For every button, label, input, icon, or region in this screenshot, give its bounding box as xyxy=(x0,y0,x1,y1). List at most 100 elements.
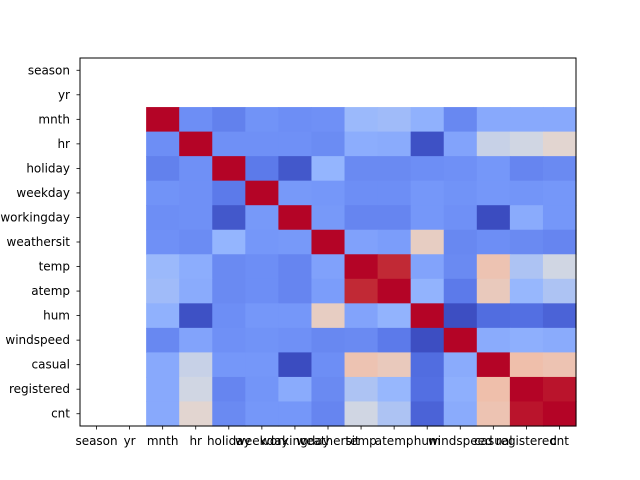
heatmap-cell-cnt-cnt xyxy=(542,401,577,427)
heatmap-cell-hum-registered xyxy=(509,303,544,329)
heatmap-cell-hum-hum xyxy=(410,303,445,329)
heatmap-cell-mnth-cnt xyxy=(542,107,577,133)
heatmap-cell-weekday-cnt xyxy=(542,180,577,206)
heatmap-cell-holiday-mnth xyxy=(146,156,180,182)
heatmap-cell-weekday-mnth xyxy=(146,180,180,206)
heatmap-cell-hr-casual xyxy=(476,131,511,157)
heatmap-cell-weekday-weathersit xyxy=(311,180,346,206)
heatmap-cell-cnt-temp xyxy=(344,401,379,427)
heatmap-cell-casual-cnt xyxy=(542,352,577,378)
heatmap-cell-cnt-atemp xyxy=(377,401,412,427)
heatmap-cell-casual-registered xyxy=(509,352,544,378)
heatmap-cell-atemp-weekday xyxy=(245,278,279,304)
heatmap-cell-cnt-registered xyxy=(509,401,544,427)
y-tick-label: hr xyxy=(57,137,70,151)
heatmap-cell-atemp-hr xyxy=(179,278,213,304)
heatmap-cell-weathersit-temp xyxy=(344,229,379,255)
heatmap-cell-workingday-workingday xyxy=(278,205,313,231)
heatmap-cell-registered-weekday xyxy=(245,376,279,403)
heatmap-cell-casual-temp xyxy=(344,352,379,378)
y-tick-label: temp xyxy=(39,260,70,274)
heatmap-cell-holiday-windspeed xyxy=(443,156,478,182)
x-tick-label: holiday xyxy=(207,434,251,448)
heatmap-cell-temp-weekday xyxy=(245,254,279,280)
heatmap-cell-weathersit-weekday xyxy=(245,229,279,255)
heatmap-cell-hum-holiday xyxy=(212,303,246,329)
heatmap-cell-temp-cnt xyxy=(542,254,577,280)
heatmap-cell-weekday-temp xyxy=(344,180,379,206)
heatmap-cell-workingday-cnt xyxy=(542,205,577,231)
heatmap-cell-registered-atemp xyxy=(377,376,412,403)
heatmap-cell-weekday-workingday xyxy=(278,180,313,206)
heatmap-cell-windspeed-holiday xyxy=(212,327,246,353)
heatmap-cell-atemp-casual xyxy=(476,278,511,304)
y-tick-label: atemp xyxy=(31,284,70,298)
x-tick-label: cnt xyxy=(550,434,569,448)
heatmap-cell-weathersit-windspeed xyxy=(443,229,478,255)
y-axis: season yr mnth hr holiday weekday workingday we… xyxy=(0,63,80,421)
y-tick-label: cnt xyxy=(51,407,70,421)
y-tick-label: hum xyxy=(43,309,70,323)
x-tick-label: weathersit xyxy=(296,434,360,448)
heatmap-cell-windspeed-atemp xyxy=(377,327,412,353)
heatmap-cell-workingday-weathersit xyxy=(311,205,346,231)
heatmap-cell-hum-temp xyxy=(344,303,379,329)
heatmap-cell-mnth-windspeed xyxy=(443,107,478,133)
heatmap-cell-holiday-registered xyxy=(509,156,544,182)
heatmap-cell-registered-weathersit xyxy=(311,376,346,403)
x-tick-label: temp xyxy=(345,434,376,448)
x-tick-label: registered xyxy=(496,434,557,448)
heatmap-cell-atemp-hum xyxy=(410,278,445,304)
heatmap-cell-mnth-mnth xyxy=(146,107,180,133)
heatmap-cell-temp-casual xyxy=(476,254,511,280)
heatmap-cell-hr-atemp xyxy=(377,131,412,157)
heatmap-cell-hr-registered xyxy=(509,131,544,157)
heatmap-cell-mnth-hum xyxy=(410,107,445,133)
heatmap-cell-hum-atemp xyxy=(377,303,412,329)
y-tick-label: holiday xyxy=(26,161,70,175)
heatmap-cell-hr-mnth xyxy=(146,131,180,157)
heatmap-cell-mnth-temp xyxy=(344,107,379,133)
heatmap-cell-holiday-holiday xyxy=(212,156,246,182)
heatmap-cell-hr-temp xyxy=(344,131,379,157)
heatmap-cell-holiday-cnt xyxy=(542,156,577,182)
heatmap-cell-atemp-atemp xyxy=(377,278,412,304)
heatmap-cell-casual-workingday xyxy=(278,352,313,378)
heatmap-cell-registered-casual xyxy=(476,376,511,403)
heatmap-cell-casual-weathersit xyxy=(311,352,346,378)
heatmap-cell-atemp-temp xyxy=(344,278,379,304)
heatmap-cell-registered-registered xyxy=(509,376,544,403)
heatmap-cell-hum-casual xyxy=(476,303,511,329)
heatmap-cell-cnt-windspeed xyxy=(443,401,478,427)
heatmap-cell-hr-windspeed xyxy=(443,131,478,157)
heatmap-cell-weathersit-casual xyxy=(476,229,511,255)
heatmap-cell-casual-atemp xyxy=(377,352,412,378)
heatmap-cell-hum-weekday xyxy=(245,303,279,329)
heatmap-cell-atemp-registered xyxy=(509,278,544,304)
heatmap-cell-weekday-windspeed xyxy=(443,180,478,206)
heatmap-cell-holiday-weathersit xyxy=(311,156,346,182)
heatmap-cell-weathersit-registered xyxy=(509,229,544,255)
x-tick-label: mnth xyxy=(147,434,179,448)
heatmap-cell-registered-hum xyxy=(410,376,445,403)
heatmap-cell-weathersit-cnt xyxy=(542,229,577,255)
heatmap-cell-cnt-workingday xyxy=(278,401,313,427)
x-tick-label: season xyxy=(75,434,117,448)
heatmap-cell-atemp-workingday xyxy=(278,278,313,304)
heatmap-cell-cnt-mnth xyxy=(146,401,180,427)
heatmap-cell-holiday-casual xyxy=(476,156,511,182)
heatmap-cell-temp-weathersit xyxy=(311,254,346,280)
heatmap-cell-casual-hum xyxy=(410,352,445,378)
heatmap-cell-mnth-casual xyxy=(476,107,511,133)
heatmap-cell-temp-workingday xyxy=(278,254,313,280)
heatmap-cell-workingday-weekday xyxy=(245,205,279,231)
heatmap-cell-cnt-weathersit xyxy=(311,401,346,427)
heatmap-cell-cnt-holiday xyxy=(212,401,246,427)
heatmap-cell-mnth-weathersit xyxy=(311,107,346,133)
heatmap-cell-temp-mnth xyxy=(146,254,180,280)
y-tick-label: registered xyxy=(9,382,70,396)
heatmap-cell-hum-weathersit xyxy=(311,303,346,329)
heatmap-cell-cnt-hum xyxy=(410,401,445,427)
y-tick-label: weathersit xyxy=(7,235,71,249)
x-tick-label: windspeed xyxy=(428,434,493,448)
